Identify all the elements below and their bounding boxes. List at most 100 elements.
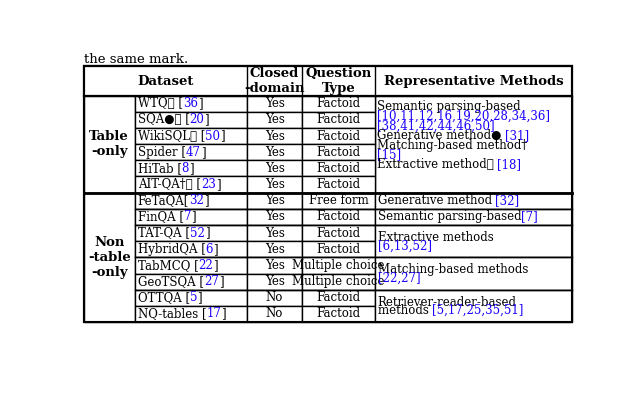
Text: Yes: Yes: [264, 178, 285, 191]
Bar: [247, 225, 302, 241]
Text: ]: ]: [191, 211, 196, 223]
Bar: [84, 193, 134, 322]
Bar: [302, 241, 374, 258]
Text: Factoid: Factoid: [316, 291, 360, 304]
Text: 27: 27: [204, 275, 219, 288]
Bar: [247, 258, 302, 274]
Text: Factoid: Factoid: [316, 178, 360, 191]
Text: Factoid: Factoid: [316, 243, 360, 256]
Text: 17: 17: [206, 307, 221, 321]
Text: [10,11,12,16,19,20,28,34,36]: [10,11,12,16,19,20,28,34,36]: [377, 110, 550, 123]
Bar: [302, 160, 374, 176]
Bar: [374, 290, 572, 322]
Bar: [302, 209, 374, 225]
Text: Factoid: Factoid: [316, 129, 360, 143]
Text: Retriever-reader-based: Retriever-reader-based: [378, 295, 516, 309]
Bar: [134, 128, 247, 144]
Bar: [302, 96, 374, 112]
Bar: [84, 66, 572, 322]
Text: AIT-QA†★ [: AIT-QA†★ [: [138, 178, 201, 191]
Bar: [302, 306, 374, 322]
Text: Factoid: Factoid: [316, 227, 360, 240]
Text: ]: ]: [204, 113, 209, 126]
Bar: [134, 209, 247, 225]
Text: Yes: Yes: [264, 227, 285, 240]
Text: Multiple choice: Multiple choice: [292, 259, 385, 272]
Bar: [302, 112, 374, 128]
Bar: [302, 225, 374, 241]
Text: Spider [: Spider [: [138, 146, 186, 159]
Text: the same mark.: the same mark.: [84, 52, 188, 66]
Text: ]: ]: [213, 259, 218, 272]
Text: Matching-based methods: Matching-based methods: [378, 263, 528, 276]
Bar: [247, 176, 302, 193]
Text: FeTaQA[: FeTaQA[: [138, 194, 189, 207]
Text: 36: 36: [183, 97, 198, 110]
Bar: [247, 128, 302, 144]
Text: Semantic parsing-based: Semantic parsing-based: [378, 211, 521, 223]
Text: Yes: Yes: [264, 259, 285, 272]
Text: Yes: Yes: [264, 243, 285, 256]
Text: Factoid: Factoid: [316, 146, 360, 159]
Text: 20: 20: [189, 113, 204, 126]
Bar: [302, 176, 374, 193]
Text: WTQ★ [: WTQ★ [: [138, 97, 183, 110]
Bar: [302, 258, 374, 274]
Text: Yes: Yes: [264, 97, 285, 110]
Text: ]: ]: [204, 194, 209, 207]
Text: GeoTSQA [: GeoTSQA [: [138, 275, 204, 288]
Text: Yes: Yes: [264, 146, 285, 159]
Text: 47: 47: [186, 146, 201, 159]
Bar: [84, 66, 572, 322]
Text: TabMCQ [: TabMCQ [: [138, 259, 198, 272]
Bar: [84, 96, 134, 193]
Text: Extractive method★: Extractive method★: [377, 158, 497, 171]
Bar: [374, 96, 572, 193]
Text: Yes: Yes: [264, 129, 285, 143]
Bar: [134, 241, 247, 258]
Bar: [134, 274, 247, 290]
Bar: [247, 209, 302, 225]
Bar: [302, 128, 374, 144]
Bar: [134, 144, 247, 160]
Bar: [247, 241, 302, 258]
Text: [5,17,25,35,51]: [5,17,25,35,51]: [432, 304, 524, 317]
Text: No: No: [266, 291, 284, 304]
Bar: [374, 209, 572, 225]
Bar: [134, 176, 247, 193]
Text: ]: ]: [205, 227, 209, 240]
Bar: [374, 258, 572, 290]
Bar: [134, 306, 247, 322]
Text: ]: ]: [216, 178, 220, 191]
Text: Generative method: Generative method: [378, 194, 495, 207]
Text: 50: 50: [205, 129, 220, 143]
Bar: [302, 144, 374, 160]
Text: Factoid: Factoid: [316, 211, 360, 223]
Text: SQA●★ [: SQA●★ [: [138, 113, 189, 126]
Text: Factoid: Factoid: [316, 162, 360, 175]
Bar: [302, 274, 374, 290]
Bar: [247, 144, 302, 160]
Text: [6,13,52]: [6,13,52]: [378, 239, 431, 252]
Bar: [134, 112, 247, 128]
Bar: [134, 225, 247, 241]
Bar: [247, 274, 302, 290]
Text: Yes: Yes: [264, 113, 285, 126]
Bar: [134, 160, 247, 176]
Text: Table
-only: Table -only: [90, 130, 129, 158]
Text: [32]: [32]: [495, 194, 520, 207]
Text: ]: ]: [219, 275, 223, 288]
Text: Generative method●: Generative method●: [377, 129, 505, 142]
Bar: [134, 258, 247, 274]
Text: 5: 5: [190, 291, 197, 304]
Text: Semantic parsing-based: Semantic parsing-based: [377, 100, 520, 113]
Text: No: No: [266, 307, 284, 321]
Text: ]: ]: [201, 146, 205, 159]
Text: TAT-QA [: TAT-QA [: [138, 227, 189, 240]
Text: Factoid: Factoid: [316, 113, 360, 126]
Text: [7]: [7]: [521, 211, 538, 223]
Text: 8: 8: [182, 162, 189, 175]
Text: ]: ]: [198, 97, 202, 110]
Text: 22: 22: [198, 259, 213, 272]
Text: NQ-tables [: NQ-tables [: [138, 307, 206, 321]
